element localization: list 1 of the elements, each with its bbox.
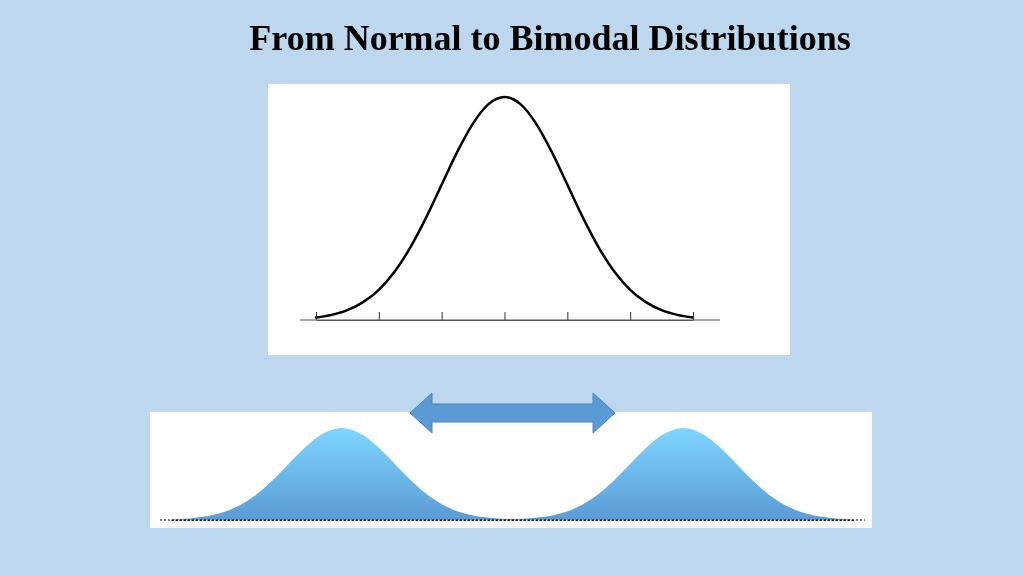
chart-title: From Normal to Bimodal Distributions bbox=[249, 18, 851, 58]
